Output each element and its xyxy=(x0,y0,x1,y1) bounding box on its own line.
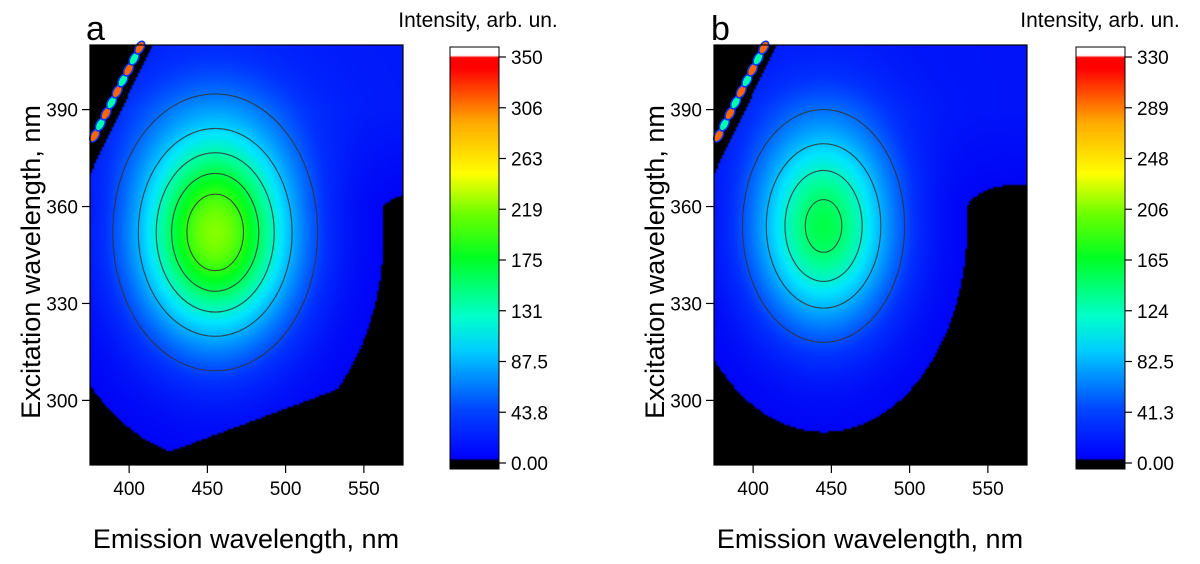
x-tick-label: 500 xyxy=(270,479,302,500)
colorbar: 0.00 43.8 87.5 131 175 219 263 306 350 Intensity… xyxy=(398,9,558,475)
y-axis-ticks: 300 330 360 390 xyxy=(670,101,714,412)
colorbar-title: Intensity, arb. un. xyxy=(398,9,558,32)
panel-label: a xyxy=(86,10,105,48)
rayleigh-scatter-lines xyxy=(713,40,770,143)
heatmap-image xyxy=(714,45,1027,465)
x-tick-label: 450 xyxy=(192,479,224,500)
x-tick-label: 500 xyxy=(894,479,926,500)
colorbar-tick-label: 350 xyxy=(511,48,543,69)
colorbar-tick-label: 0.00 xyxy=(1137,454,1174,475)
x-axis-title: Emission wavelength, nm xyxy=(93,524,399,554)
contour-line xyxy=(112,93,319,372)
x-axis-title: Emission wavelength, nm xyxy=(717,524,1023,554)
y-tick-label: 330 xyxy=(670,294,702,315)
y-tick-label: 390 xyxy=(670,101,702,122)
colorbar-tick-label: 43.8 xyxy=(511,403,548,424)
x-tick-label: 550 xyxy=(972,479,1004,500)
contour-line xyxy=(741,108,906,343)
contour-lines xyxy=(112,93,319,372)
colorbar: 0.00 41.3 82.5 124 165 206 248 289 330 Intensity… xyxy=(1020,9,1180,475)
contour-line xyxy=(186,193,245,272)
heatmap xyxy=(89,40,403,465)
x-tick-label: 400 xyxy=(737,479,769,500)
plot-frame xyxy=(89,44,404,466)
colorbar-tick-label: 206 xyxy=(1137,200,1169,221)
x-axis-ticks: 400 450 500 550 xyxy=(113,465,380,500)
contour-lines xyxy=(741,108,906,343)
colorbar-tick-label: 124 xyxy=(1137,302,1169,323)
contour-line xyxy=(804,199,843,253)
colorbar-tick-label: 219 xyxy=(511,200,543,221)
x-tick-label: 550 xyxy=(348,479,380,500)
contour-line xyxy=(155,152,275,313)
contour-line xyxy=(137,127,293,337)
contour-line xyxy=(765,143,882,309)
x-tick-label: 400 xyxy=(113,479,145,500)
y-tick-label: 300 xyxy=(46,391,78,412)
colorbar-tick-label: 306 xyxy=(511,99,543,120)
y-tick-label: 330 xyxy=(46,294,78,315)
rayleigh-scatter-lines xyxy=(89,40,146,143)
colorbar-scale xyxy=(449,46,500,470)
colorbar-scale xyxy=(1075,46,1126,470)
y-tick-label: 390 xyxy=(46,101,78,122)
colorbar-tick-label: 330 xyxy=(1137,48,1169,69)
colorbar-title: Intensity, arb. un. xyxy=(1020,9,1180,32)
colorbar-tick-label: 82.5 xyxy=(1137,353,1174,374)
contour-line xyxy=(784,169,863,282)
y-axis-title: Excitation wavelength, nm xyxy=(640,105,670,419)
x-tick-label: 450 xyxy=(816,479,848,500)
colorbar-tick-label: 41.3 xyxy=(1137,403,1174,424)
colorbar-tick-label: 263 xyxy=(511,150,543,171)
colorbar-tick-label: 165 xyxy=(1137,251,1169,272)
colorbar-ticks: 0.00 41.3 82.5 124 165 206 248 289 330 xyxy=(1125,48,1174,475)
y-tick-label: 360 xyxy=(670,198,702,219)
colorbar-tick-label: 175 xyxy=(511,251,543,272)
colorbar-tick-label: 131 xyxy=(511,302,543,323)
panel-label: b xyxy=(711,10,730,48)
x-axis-ticks: 400 450 500 550 xyxy=(737,465,1004,500)
colorbar-tick-label: 289 xyxy=(1137,99,1169,120)
colorbar-tick-label: 87.5 xyxy=(511,353,548,374)
y-axis-title: Excitation wavelength, nm xyxy=(16,105,46,419)
heatmap xyxy=(713,40,1027,465)
plot-frame xyxy=(713,44,1028,466)
y-tick-label: 300 xyxy=(670,391,702,412)
heatmap-image xyxy=(90,45,403,465)
y-axis-ticks: 300 330 360 390 xyxy=(46,101,90,412)
colorbar-ticks: 0.00 43.8 87.5 131 175 219 263 306 350 xyxy=(499,48,548,475)
colorbar-tick-label: 0.00 xyxy=(511,454,548,475)
contour-line xyxy=(171,172,260,292)
colorbar-tick-label: 248 xyxy=(1137,150,1169,171)
panel-a: a 400 450 500 550 300 330 360 390 Emission wav… xyxy=(16,9,558,554)
panel-b: b 400 450 500 550 300 330 360 390 Emission wav… xyxy=(640,9,1180,554)
y-tick-label: 360 xyxy=(46,198,78,219)
